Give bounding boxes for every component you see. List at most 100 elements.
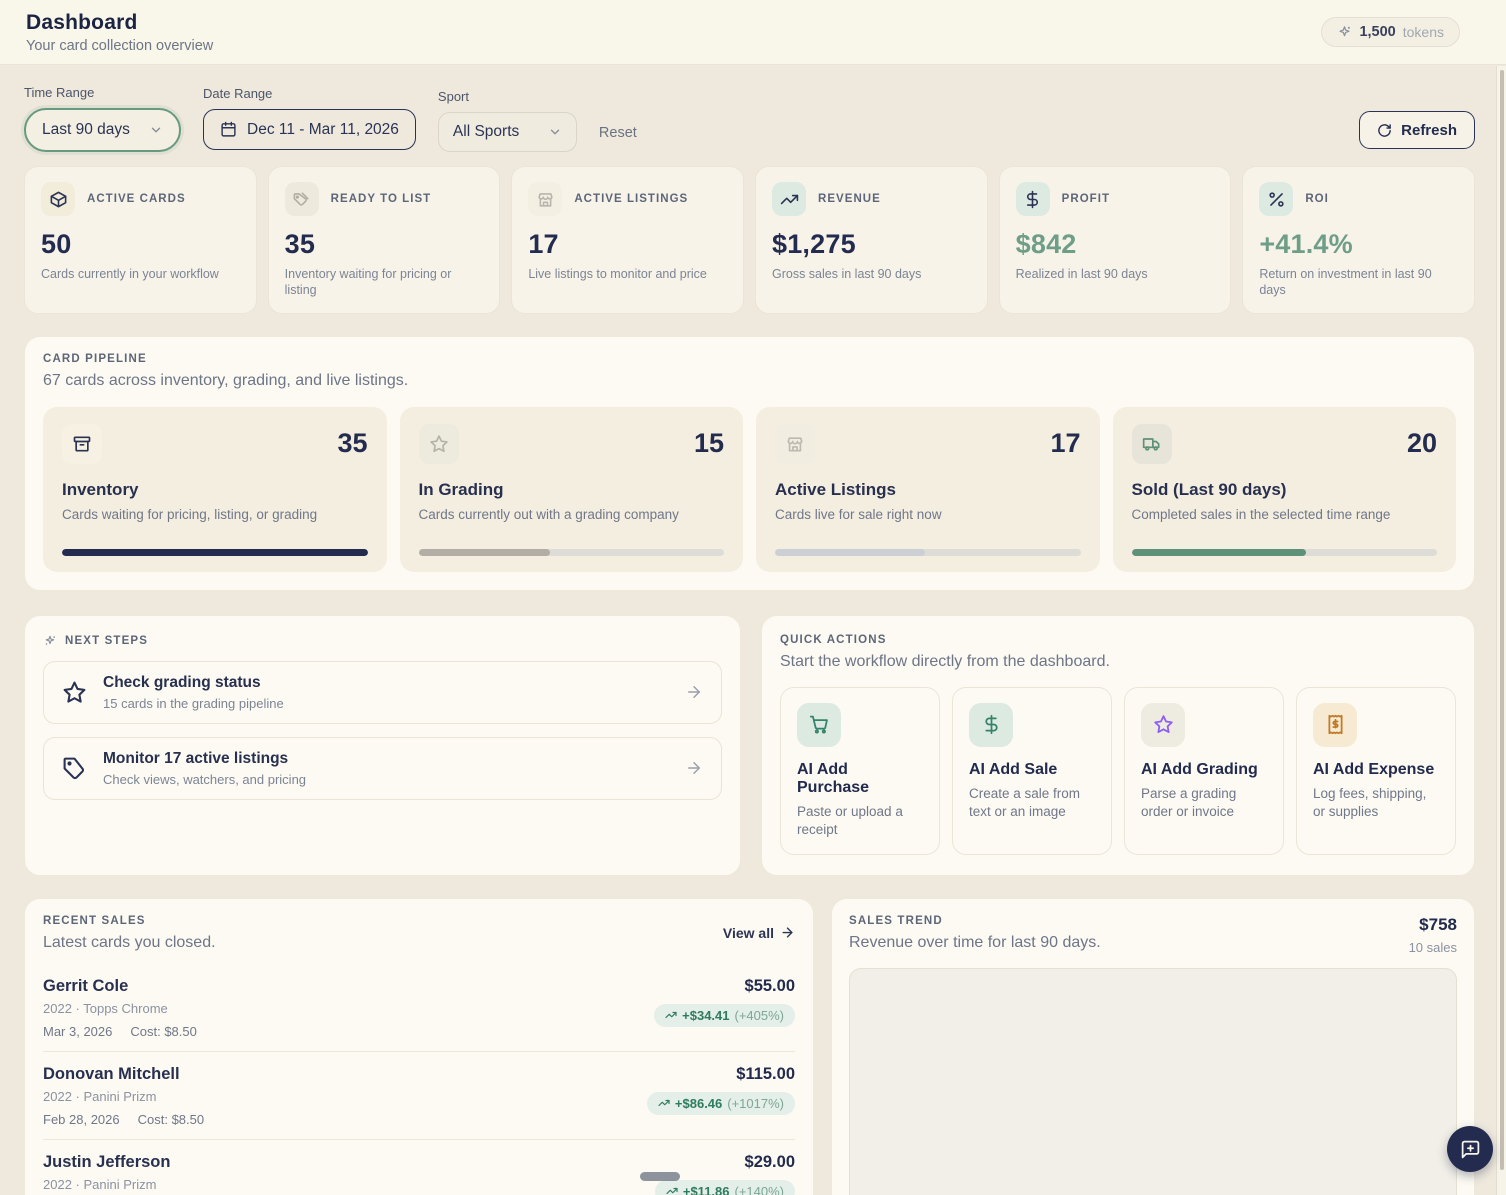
stage-progress-fill bbox=[775, 548, 925, 556]
sport-group: Sport All Sports bbox=[437, 89, 577, 152]
date-range-button[interactable]: Dec 11 - Mar 11, 2026 bbox=[203, 109, 416, 150]
pipeline-stage-sold[interactable]: 20 Sold (Last 90 days) Completed sales i… bbox=[1112, 406, 1456, 572]
sale-date: Feb 28, 2026 bbox=[43, 1111, 120, 1127]
reset-filters-link[interactable]: Reset bbox=[598, 125, 637, 141]
sport-value: All Sports bbox=[452, 123, 520, 140]
tag-icon bbox=[62, 756, 87, 781]
sales-trend-chart[interactable] bbox=[849, 967, 1457, 1195]
stat-card-active-cards: ACTIVE CARDS 50 Cards currently in your … bbox=[24, 166, 257, 314]
sales-trend-subtitle: Revenue over time for last 90 days. bbox=[849, 933, 1101, 951]
stat-value: 17 bbox=[528, 229, 559, 259]
stage-progress-bar bbox=[1131, 548, 1437, 556]
step-title: Monitor 17 active listings bbox=[103, 749, 289, 767]
tokens-badge: 1,500 tokens bbox=[1321, 17, 1460, 47]
pipeline-title: CARD PIPELINE bbox=[43, 352, 147, 365]
recent-sales-subtitle: Latest cards you closed. bbox=[43, 933, 216, 951]
sales-trend-total: $758 bbox=[1419, 914, 1457, 934]
trending-up-icon bbox=[666, 1185, 678, 1195]
sale-price: $115.00 bbox=[736, 1064, 795, 1083]
sale-player-name: Donovan Mitchell bbox=[43, 1064, 180, 1083]
sale-card-meta: 2022 · Panini Prizm bbox=[43, 1176, 157, 1192]
step-title: Check grading status bbox=[103, 673, 261, 691]
shopping-cart-icon bbox=[797, 702, 841, 747]
next-step-check-grading[interactable]: Check grading status 15 cards in the gra… bbox=[43, 660, 722, 724]
pipeline-stage-active-listings[interactable]: 17 Active Listings Cards live for sale r… bbox=[756, 406, 1100, 572]
quick-actions-subtitle: Start the workflow directly from the das… bbox=[780, 652, 1110, 670]
star-icon bbox=[62, 680, 87, 705]
quick-action-ai-add-grading[interactable]: AI Add Grading Parse a grading order or … bbox=[1124, 686, 1284, 855]
stat-description: Cards currently in your workflow bbox=[41, 267, 219, 281]
horizontal-scrollbar-thumb[interactable] bbox=[640, 1172, 680, 1181]
stage-description: Completed sales in the selected time ran… bbox=[1131, 506, 1391, 522]
pipeline-stage-inventory[interactable]: 35 Inventory Cards waiting for pricing, … bbox=[43, 406, 387, 572]
pipeline-stage-in-grading[interactable]: 15 In Grading Cards currently out with a… bbox=[399, 406, 743, 572]
sale-row[interactable]: Gerrit Cole 2022 · Topps Chrome Mar 3, 2… bbox=[43, 964, 795, 1051]
sale-row[interactable]: Justin Jefferson 2022 · Panini Prizm Feb… bbox=[43, 1138, 795, 1195]
page-title-block: Dashboard Your card collection overview bbox=[26, 11, 213, 54]
stat-label: REVENUE bbox=[818, 193, 881, 205]
gain-percent: (+1017%) bbox=[727, 1095, 784, 1111]
sale-cost: Cost: $8.50 bbox=[130, 1023, 197, 1039]
tags-icon bbox=[284, 182, 319, 216]
sale-date: Mar 3, 2026 bbox=[43, 1023, 113, 1039]
star-icon bbox=[418, 423, 459, 464]
stat-value: 50 bbox=[41, 229, 72, 259]
stage-progress-bar bbox=[62, 548, 368, 556]
card-pipeline-panel: CARD PIPELINE 67 cards across inventory,… bbox=[24, 335, 1475, 591]
time-range-value: Last 90 days bbox=[42, 121, 130, 138]
quick-action-ai-add-sale[interactable]: AI Add Sale Create a sale from text or a… bbox=[952, 686, 1112, 855]
quick-action-ai-add-expense[interactable]: AI Add Expense Log fees, shipping, or su… bbox=[1296, 686, 1456, 855]
vertical-scrollbar-thumb[interactable] bbox=[1500, 70, 1504, 1170]
sale-player-name: Gerrit Cole bbox=[43, 976, 129, 995]
stat-card-active-listings: ACTIVE LISTINGS 17 Live listings to moni… bbox=[511, 166, 744, 314]
next-step-monitor-listings[interactable]: Monitor 17 active listings Check views, … bbox=[43, 736, 722, 800]
recent-sales-title: RECENT SALES bbox=[43, 914, 146, 927]
percent-icon bbox=[1259, 182, 1294, 216]
step-subtitle: 15 cards in the grading pipeline bbox=[103, 695, 284, 711]
gain-percent: (+405%) bbox=[734, 1007, 785, 1023]
stage-description: Cards currently out with a grading compa… bbox=[418, 506, 679, 522]
stat-label: PROFIT bbox=[1061, 193, 1111, 205]
time-range-select[interactable]: Last 90 days bbox=[24, 108, 181, 152]
stat-card-ready-to-list: READY TO LIST 35 Inventory waiting for p… bbox=[267, 166, 501, 314]
vertical-scrollbar-track[interactable] bbox=[1496, 66, 1506, 1195]
gain-badge: +$11.86 (+140%) bbox=[654, 1179, 795, 1195]
star-icon bbox=[1141, 702, 1185, 747]
quick-action-ai-add-purchase[interactable]: AI Add Purchase Paste or upload a receip… bbox=[780, 686, 940, 855]
view-all-link[interactable]: View all bbox=[723, 925, 795, 941]
gain-amount: +$11.86 bbox=[682, 1183, 730, 1195]
date-range-group: Date Range Dec 11 - Mar 11, 2026 bbox=[203, 86, 416, 150]
stat-description: Inventory waiting for pricing or listing bbox=[284, 267, 452, 298]
view-all-label: View all bbox=[722, 924, 774, 941]
trending-up-icon bbox=[665, 1009, 677, 1021]
stage-name: Inventory bbox=[62, 479, 139, 499]
quick-actions-title: QUICK ACTIONS bbox=[780, 633, 887, 646]
pipeline-stages: 35 Inventory Cards waiting for pricing, … bbox=[43, 406, 1456, 572]
truck-icon bbox=[1131, 423, 1172, 464]
stage-name: Active Listings bbox=[775, 479, 896, 499]
stat-description: Realized in last 90 days bbox=[1015, 267, 1148, 281]
sale-row[interactable]: Donovan Mitchell 2022 · Panini Prizm Feb… bbox=[43, 1050, 795, 1139]
stat-card-revenue: REVENUE $1,275 Gross sales in last 90 da… bbox=[755, 166, 988, 314]
quick-action-subtitle: Parse a grading order or invoice bbox=[1141, 785, 1237, 819]
quick-action-title: AI Add Grading bbox=[1141, 760, 1258, 778]
sport-select[interactable]: All Sports bbox=[437, 112, 577, 152]
store-icon bbox=[528, 182, 563, 216]
dollar-icon bbox=[1015, 182, 1050, 216]
chevron-down-icon bbox=[149, 123, 163, 137]
time-range-group: Time Range Last 90 days bbox=[24, 85, 181, 152]
stat-value: $842 bbox=[1015, 229, 1077, 259]
archive-icon bbox=[62, 423, 102, 464]
quick-actions-panel: QUICK ACTIONS Start the workflow directl… bbox=[761, 614, 1475, 876]
stage-description: Cards live for sale right now bbox=[775, 506, 942, 522]
chat-fab-button[interactable] bbox=[1447, 1126, 1493, 1172]
sale-cost: Cost: $8.50 bbox=[137, 1111, 205, 1127]
stage-progress-fill bbox=[62, 548, 368, 556]
stat-value: $1,275 bbox=[772, 229, 856, 259]
quick-actions-grid: AI Add Purchase Paste or upload a receip… bbox=[780, 686, 1456, 855]
sport-label: Sport bbox=[437, 89, 469, 104]
quick-action-subtitle: Create a sale from text or an image bbox=[969, 785, 1081, 819]
sparkle-icon bbox=[1337, 25, 1352, 40]
gain-percent: (+140%) bbox=[734, 1183, 785, 1195]
refresh-button[interactable]: Refresh bbox=[1359, 111, 1475, 149]
